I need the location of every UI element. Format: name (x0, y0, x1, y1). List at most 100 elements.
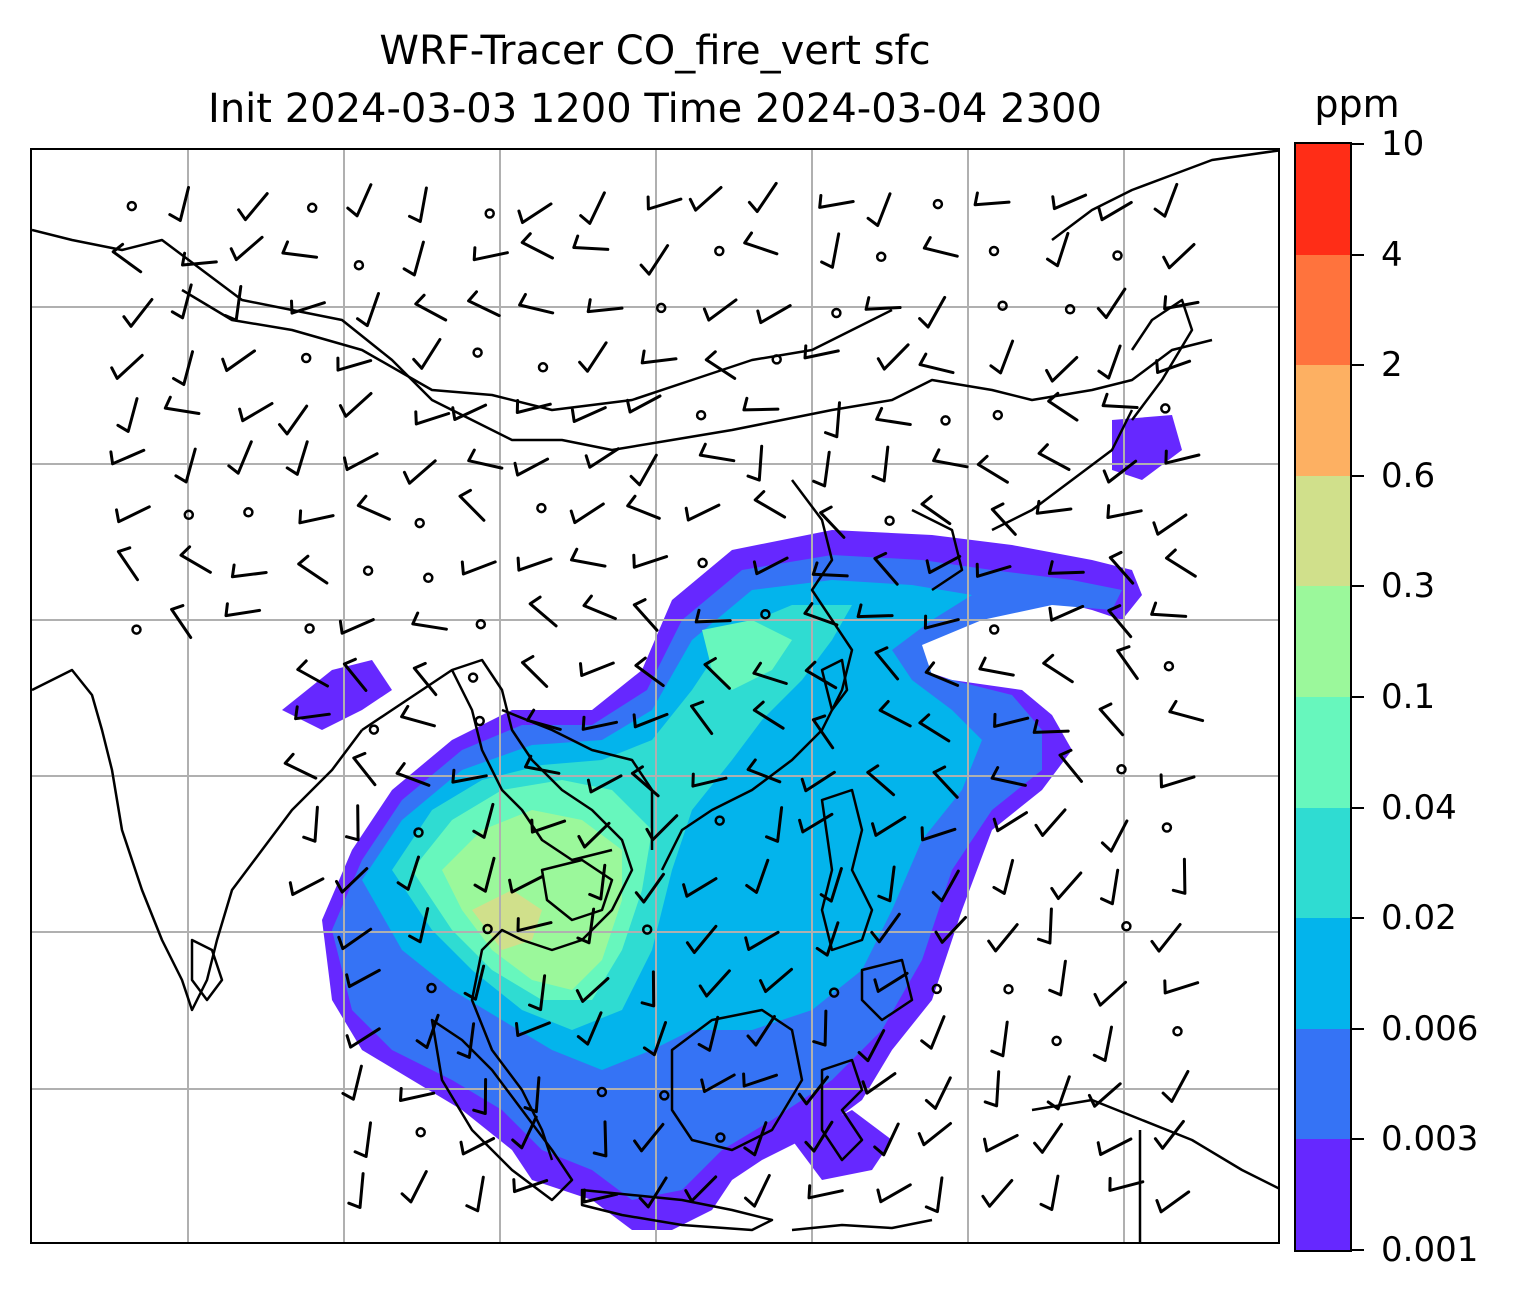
wind-barb (411, 611, 448, 631)
wind-barb (1101, 392, 1139, 409)
calm-wind-marker (243, 507, 254, 518)
wind-barb (163, 395, 201, 415)
wind-barb (1037, 907, 1053, 945)
wind-barb (684, 503, 721, 522)
wind-barb (866, 192, 892, 227)
wind-barb (458, 488, 486, 522)
colorbar-tick (1352, 585, 1364, 588)
wind-barb (520, 232, 554, 260)
colorbar-band-4 (1296, 144, 1350, 255)
wind-barb (1168, 699, 1205, 723)
colorbar (1294, 142, 1352, 1252)
wind-barb (812, 450, 831, 488)
korea-japan (911, 298, 1194, 592)
wind-barb (753, 490, 787, 519)
wind-barb (756, 304, 792, 325)
wind-barb (345, 1027, 381, 1049)
wind-barb (578, 341, 608, 373)
calm-wind-marker (1161, 822, 1173, 833)
calm-wind-marker (988, 245, 1000, 257)
wind-barb (408, 186, 428, 223)
wind-barb (1048, 959, 1067, 997)
wind-barb (798, 812, 834, 834)
wind-barb (698, 442, 736, 463)
calm-wind-marker (828, 987, 840, 998)
wind-barb (237, 192, 269, 222)
wind-barb (281, 240, 319, 259)
wind-barb (473, 856, 496, 893)
wind-barb (743, 1121, 768, 1157)
wind-barb (1163, 979, 1200, 995)
wind-barb (632, 712, 669, 729)
wind-barb (342, 657, 368, 692)
wind-barb (864, 296, 902, 311)
wind-barb (803, 602, 839, 627)
wind-barb (861, 1072, 897, 1095)
wind-barb (338, 392, 373, 418)
wind-barb (625, 394, 662, 414)
colorbar-tick-label: 2 (1381, 345, 1403, 386)
wind-barb (227, 440, 253, 475)
calm-wind-marker (697, 557, 708, 569)
wind-barb (1150, 601, 1188, 618)
wind-barb (923, 614, 960, 630)
wind-barb (402, 240, 425, 277)
wind-barb (122, 298, 154, 328)
wind-barb (412, 661, 438, 697)
calm-wind-marker (884, 515, 895, 526)
tracer-band-0.001-borneo (792, 1110, 892, 1180)
wind-barb (918, 352, 955, 375)
wind-barb (752, 556, 789, 576)
wind-barb (639, 244, 670, 276)
wind-barb (983, 1070, 1001, 1108)
wind-barb (1035, 499, 1073, 515)
colorbar-tick (1352, 364, 1364, 367)
wind-barb (992, 858, 1015, 895)
wind-barb (110, 353, 144, 380)
colorbar-tick (1352, 253, 1364, 256)
wind-barb (765, 806, 784, 843)
wind-barb (973, 191, 1011, 207)
wind-barb (179, 545, 212, 574)
wind-barb (1046, 231, 1070, 268)
wind-barb (396, 855, 420, 891)
calm-wind-marker (474, 715, 485, 727)
wind-barb (524, 754, 561, 775)
colorbar-tick-label: 0.3 (1381, 566, 1436, 607)
wind-barb (516, 917, 553, 933)
wind-barb (690, 700, 714, 735)
wind-barb (746, 444, 764, 482)
colorbar-band-0.1 (1296, 585, 1350, 697)
wind-barb (588, 863, 607, 901)
wind-barb (920, 826, 957, 842)
wind-barb (170, 283, 193, 320)
wind-barb (579, 191, 606, 225)
wind-barb (1058, 748, 1083, 783)
calm-wind-marker (472, 347, 483, 358)
philippines (820, 788, 874, 952)
wind-barb (981, 1179, 1014, 1208)
wind-barb (570, 547, 607, 568)
wind-barb (688, 186, 723, 212)
wind-barb (742, 1072, 778, 1088)
wind-barb (511, 1115, 538, 1150)
colorbar-band-0.003 (1296, 1028, 1350, 1140)
wind-barb (1100, 868, 1120, 906)
calm-wind-circles (126, 198, 1183, 1143)
wind-barb (640, 349, 678, 365)
colorbar-tick (1352, 1138, 1364, 1141)
wind-barb (335, 867, 369, 894)
wind-barb (172, 350, 194, 386)
colorbar-tick-label: 0.006 (1381, 1008, 1479, 1049)
calm-wind-marker (988, 624, 1000, 635)
wind-barb (824, 401, 841, 439)
wind-barb (918, 295, 947, 329)
wind-barb (400, 1170, 428, 1204)
wind-barb (1108, 1176, 1145, 1192)
wind-barb (356, 292, 380, 328)
wind-barb (922, 236, 959, 258)
new-guinea (1031, 1098, 1278, 1242)
wind-barb (1152, 513, 1188, 536)
wind-barb (992, 811, 1028, 833)
wind-barb (871, 445, 890, 483)
